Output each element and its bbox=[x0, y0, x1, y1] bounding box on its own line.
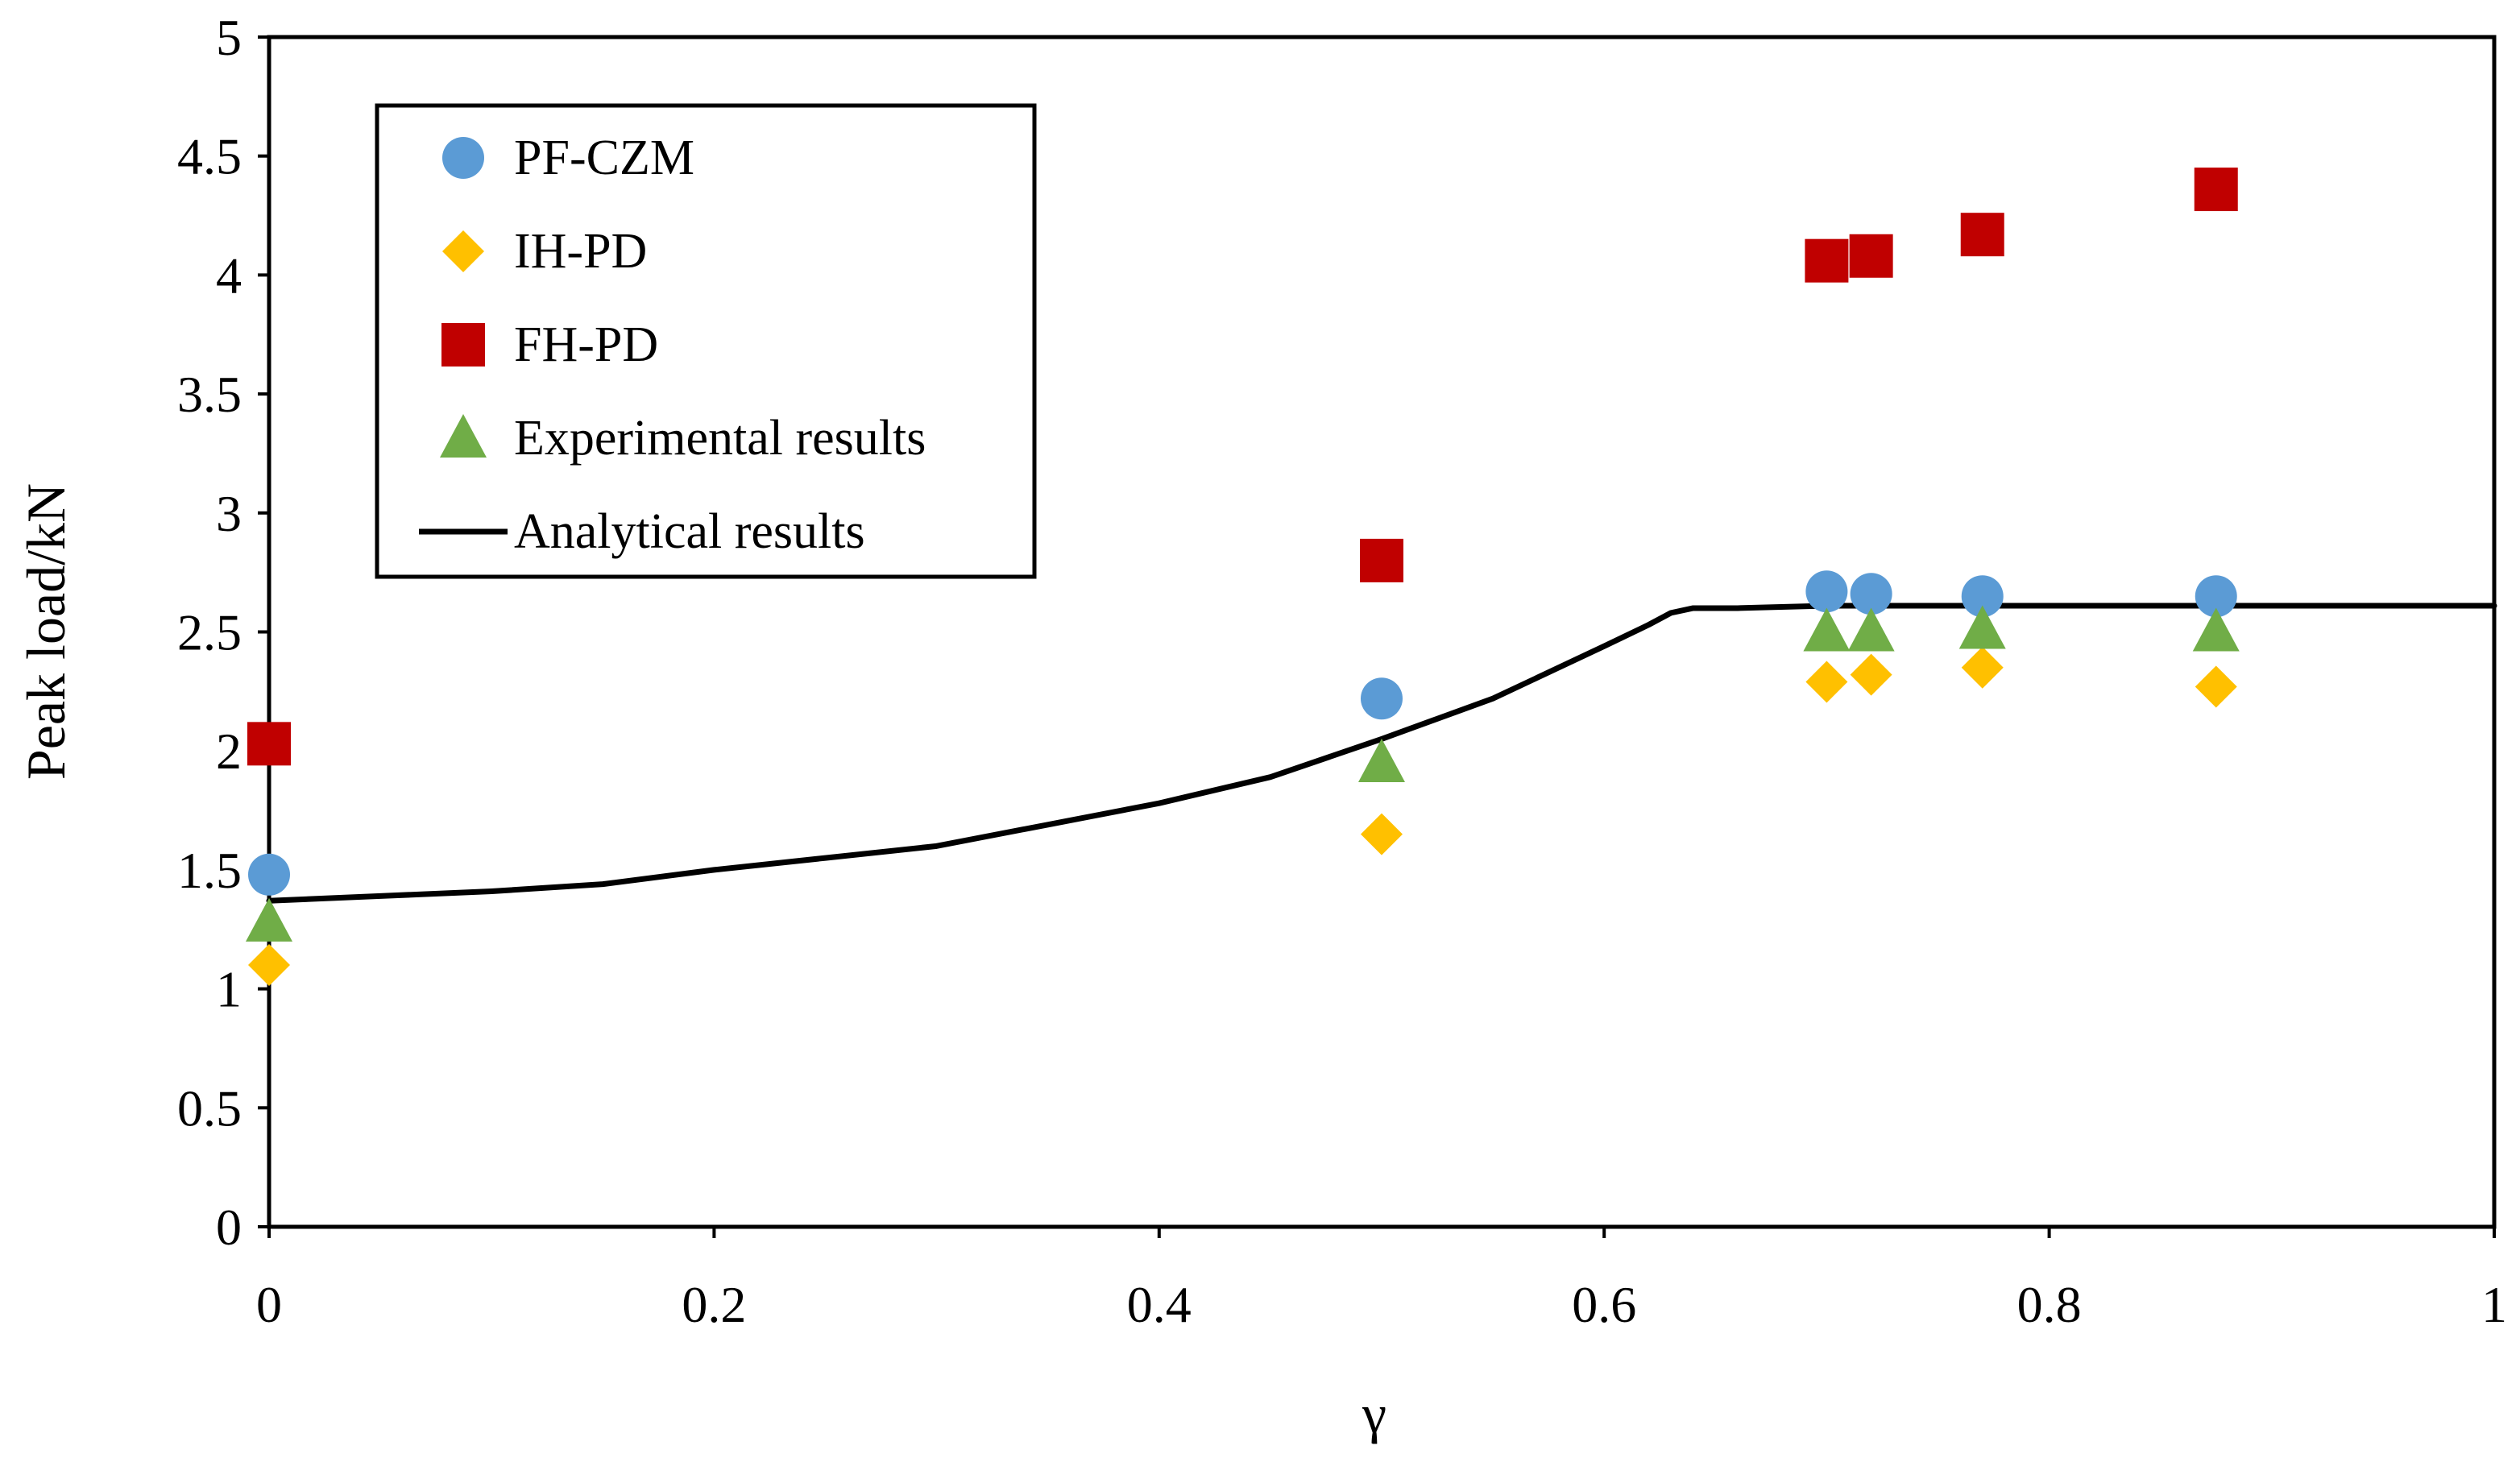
pf-czm-point bbox=[2195, 575, 2237, 618]
ih-pd-point bbox=[248, 944, 290, 987]
legend-label-fh-pd: FH-PD bbox=[514, 317, 658, 372]
fh-pd-point bbox=[1805, 238, 1849, 283]
pf-czm-series bbox=[248, 570, 2237, 896]
experimental-results-point bbox=[2192, 607, 2240, 652]
y-tick-label: 2.5 bbox=[177, 604, 242, 661]
fh-pd-series bbox=[247, 168, 2238, 766]
y-axis-ticks: 0 0.5 1 1.5 2 2.5 3 3.5 4 4.5 5 bbox=[177, 9, 269, 1256]
x-tick-label: 1 bbox=[2481, 1276, 2507, 1333]
series-layer bbox=[246, 168, 2497, 987]
y-tick-label: 3.5 bbox=[177, 366, 242, 423]
pf-czm-point bbox=[1805, 570, 1848, 613]
experimental-results-point bbox=[1803, 607, 1851, 652]
y-tick-label: 0.5 bbox=[177, 1079, 242, 1137]
pf-czm-point bbox=[1361, 677, 1403, 720]
y-tick-label: 5 bbox=[216, 9, 242, 66]
x-tick-label: 0.6 bbox=[1572, 1276, 1636, 1333]
pf-czm-point bbox=[1850, 573, 1892, 615]
y-tick-label: 0 bbox=[216, 1199, 242, 1256]
ih-pd-point bbox=[1361, 813, 1403, 855]
legend-label-experimental-results: Experimental results bbox=[514, 411, 926, 466]
experimental-results-point bbox=[1358, 738, 1405, 782]
y-tick-label: 4 bbox=[216, 246, 242, 304]
legend-circle-symbol bbox=[442, 137, 484, 179]
fh-pd-point bbox=[2194, 168, 2238, 212]
fh-pd-point bbox=[1360, 538, 1403, 582]
ih-pd-series bbox=[248, 646, 2237, 987]
y-axis-title: Peak load/kN bbox=[15, 483, 77, 780]
legend: PF-CZM IH-PD FH-PD Experimental results Anal… bbox=[375, 103, 1037, 579]
legend-box bbox=[375, 103, 1037, 579]
y-tick-label: 3 bbox=[216, 485, 242, 542]
experimental-results-point bbox=[246, 897, 292, 942]
legend-triangle-symbol bbox=[440, 414, 487, 458]
legend-diamond-symbol bbox=[442, 230, 484, 272]
x-tick-label: 0 bbox=[256, 1276, 282, 1333]
x-tick-label: 0.4 bbox=[1127, 1276, 1192, 1333]
fh-pd-point bbox=[1849, 234, 1893, 278]
legend-label-analytical-results: Analytical results bbox=[514, 504, 865, 559]
ih-pd-point bbox=[2195, 665, 2237, 708]
legend-label-ih-pd: IH-PD bbox=[514, 224, 647, 279]
experimental-results-series bbox=[246, 605, 2240, 942]
pf-czm-point bbox=[1961, 575, 2004, 618]
y-tick-label: 2 bbox=[216, 723, 242, 780]
y-tick-label: 1.5 bbox=[177, 842, 242, 899]
legend-square-symbol bbox=[441, 323, 485, 367]
ih-pd-point bbox=[1805, 661, 1848, 703]
fh-pd-point bbox=[247, 722, 291, 766]
experimental-results-point bbox=[1958, 605, 2006, 649]
x-axis-ticks: 0 0.2 0.4 0.6 0.8 1 bbox=[256, 1227, 2507, 1333]
x-tick-label: 0.8 bbox=[2017, 1276, 2082, 1333]
ih-pd-point bbox=[1961, 646, 2004, 689]
x-tick-label: 0.2 bbox=[682, 1276, 746, 1333]
fh-pd-point bbox=[1960, 213, 2004, 257]
legend-label-pf-czm: PF-CZM bbox=[514, 130, 694, 185]
experimental-results-point bbox=[1847, 607, 1895, 652]
pf-czm-point bbox=[248, 853, 290, 896]
ih-pd-point bbox=[1850, 653, 1892, 696]
x-axis-title: γ bbox=[1362, 1383, 1386, 1444]
y-tick-label: 1 bbox=[216, 961, 242, 1018]
y-tick-label: 4.5 bbox=[177, 128, 242, 185]
